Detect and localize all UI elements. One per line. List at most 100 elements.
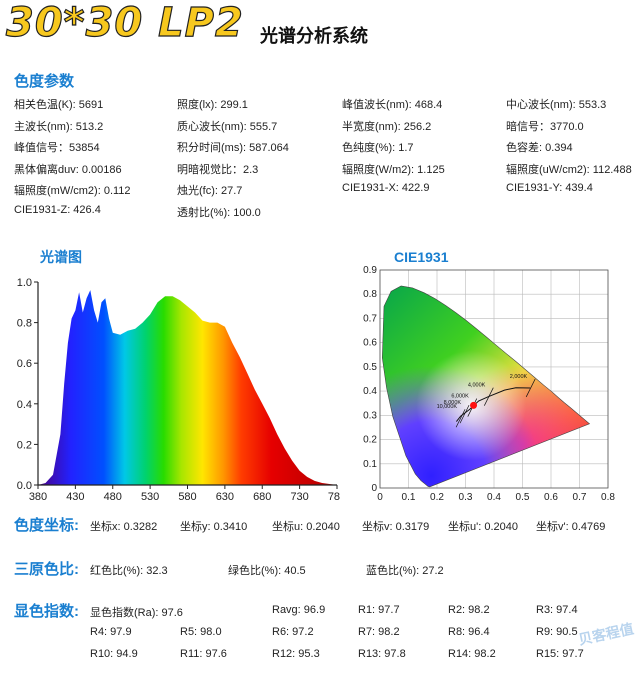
value-item: R7: 98.2 [358,626,400,638]
spectrum-xtick-label: 730 [290,491,308,500]
param-item: CIE1931-Z: 426.4 [14,203,101,216]
param-item: 暗信号：3770.0 [506,120,584,133]
value-item: R11: 97.6 [180,648,227,660]
value-item: R3: 97.4 [536,604,578,616]
cie-xtick-label: 0.3 [459,492,473,500]
value-item: R13: 97.8 [358,648,406,660]
param-item: 明暗视觉比：2.3 [177,163,259,176]
value-item: R9: 90.5 [536,626,578,638]
spectrum-xtick-label: 380 [29,491,47,500]
cie-xtick-label: 0.1 [402,492,416,500]
param-item: 辐照度(W/m2): 1.125 [342,163,445,176]
cri-title: 显色指数: [14,603,79,620]
value-item: R12: 95.3 [272,648,320,660]
value-item: 坐标v: 0.3179 [362,521,430,533]
value-item: 显色指数(Ra): 97.6 [90,607,183,619]
spectrum-xtick-label: 680 [253,491,271,500]
cie-title: CIE1931 [394,249,449,265]
value-item: R14: 98.2 [448,648,496,660]
param-item: 积分时间(ms): 587.064 [177,142,289,154]
param-item: 色容差: 0.394 [506,142,573,154]
value-item: 坐标v': 0.4769 [536,521,606,533]
param-item: CIE1931-Y: 439.4 [506,182,593,194]
param-item: 烛光(fc): 27.7 [177,185,243,197]
cie-ytick-label: 0 [371,483,377,494]
spectrum-title: 光谱图 [39,249,82,265]
cie-ytick-label: 0.6 [363,338,377,349]
spectrum-ytick-label: 0.8 [17,318,32,330]
value-item: 绿色比(%): 40.5 [228,565,306,577]
param-item: 中心波长(nm): 553.3 [506,99,607,111]
cie-locus [381,285,591,488]
cct-label: 2,000K [510,374,528,380]
param-item: 透射比(%): 100.0 [177,206,261,219]
param-item: 相关色温(K): 5691 [14,99,104,111]
cie-ytick-label: 0.1 [363,459,377,470]
cct-isotherm [459,404,470,424]
cct-label: 6,000K [451,394,469,400]
params-title: 色度参数 [14,73,75,90]
cie-xtick-label: 0.5 [516,492,530,500]
spectrum-xtick-label: 780 [328,491,340,500]
cie-xtick-label: 0.6 [544,492,558,500]
value-item: R1: 97.7 [358,604,400,616]
cie-xtick-label: 0.8 [601,492,615,500]
spectrum-xtick-label: 480 [104,491,122,500]
value-item: R5: 98.0 [180,626,222,638]
param-item: 黑体偏离duv: 0.00186 [14,163,122,176]
cie-ytick-label: 0.3 [363,410,377,421]
spectrum-xtick-label: 580 [178,491,196,500]
cie-ytick-label: 0.7 [363,313,377,324]
cie-frame [379,269,609,489]
spectrum-ytick-label: 0.2 [17,439,32,451]
cie-xtick-label: 0.7 [573,492,587,500]
spectrum-ytick-label: 1.0 [17,277,32,289]
value-item: R10: 94.9 [90,648,138,660]
cct-isotherm [455,409,466,428]
cie-xtick-label: 0.4 [487,492,501,500]
spectrum-ytick-label: 0.6 [17,358,32,370]
param-item: 色纯度(%): 1.7 [342,142,414,154]
value-item: R4: 97.9 [90,626,132,638]
cct-isotherm [483,387,494,406]
cie-ytick-label: 0.9 [363,265,377,276]
param-item: 辐照度(mW/cm2): 0.112 [14,185,131,197]
cct-label: 4,000K [468,383,486,389]
chromaticity-point [470,401,478,409]
value-item: 坐标y: 0.3410 [180,521,248,533]
param-item: 质心波长(nm): 555.7 [177,120,278,133]
spectrum-xtick-label: 430 [66,491,84,500]
primary-title: 三原色比: [14,561,79,578]
cie-xtick-label: 0 [377,492,383,500]
value-item: 红色比(%): 32.3 [90,565,168,577]
cie1931-chart: CIE1931 0 0.1 0.2 0.3 0.4 0.5 0.6 0.7 0.8 0 0.1 0.2 0… [363,249,615,500]
cie-ytick-label: 0.2 [363,435,377,446]
param-item: 峰值波长(nm): 468.4 [342,99,443,111]
param-item: 峰值信号：53854 [14,142,100,154]
value-item: R2: 98.2 [448,604,490,616]
coords-title: 色度坐标: [14,517,79,534]
app-subtitle: 光谱分析系统 [260,26,368,46]
app-title: 30*30 LP2 [5,0,244,47]
spectrum-ytick-label: 0.4 [17,399,32,411]
cie-xtick-label: 0.2 [430,492,444,500]
spectrum-xtick-label: 630 [216,491,234,500]
param-item: 半宽度(nm): 256.2 [342,120,432,133]
watermark: 贝客程值 [576,620,636,648]
cct-label: 10,000K [437,404,458,410]
value-item: 坐标u': 0.2040 [448,521,518,533]
value-item: R15: 97.7 [536,648,584,660]
cie-ytick-label: 0.4 [363,386,377,397]
cct-isotherm [525,378,536,398]
param-item: 辐照度(uW/cm2): 112.488 [506,163,632,176]
spectrum-chart: 光谱图 0.0 0.2 0.4 0.6 0.8 1.0 380 430 480 530 580 630 6… [17,249,340,500]
value-item: R6: 97.2 [272,626,314,638]
param-item: 主波长(nm): 513.2 [14,120,104,133]
value-item: 坐标u: 0.2040 [272,521,340,533]
spectrum-ytick-label: 0.0 [17,480,32,492]
spectrum-xtick-label: 530 [141,491,159,500]
value-item: 蓝色比(%): 27.2 [366,565,444,577]
cie-ytick-label: 0.5 [363,362,377,373]
cct-label: 8,000K [444,400,462,406]
value-item: Ravg: 96.9 [272,604,326,616]
